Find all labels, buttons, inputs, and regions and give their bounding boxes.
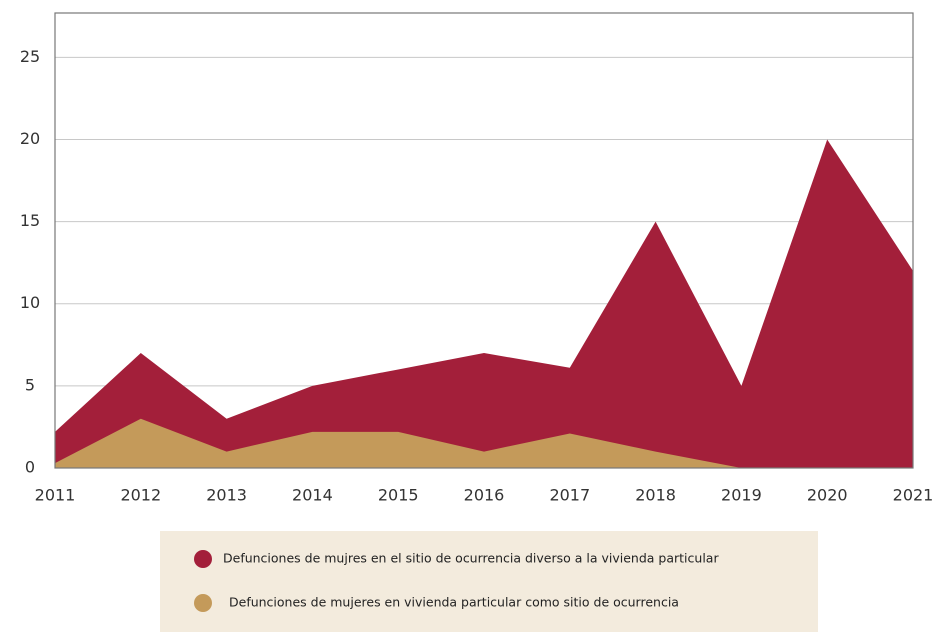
x-tick-label: 2019 [721,486,762,505]
plot-frame [54,12,914,469]
x-tick-label: 2015 [378,486,419,505]
legend-marker [194,594,212,612]
y-tick-label: 10 [20,293,40,312]
y-tick-label: 0 [25,458,35,477]
x-tick-label: 2012 [120,486,161,505]
y-tick-label: 15 [20,211,40,230]
legend-label: Defunciones de mujeres en vivienda parti… [229,595,679,610]
x-tick-label: 2011 [35,486,76,505]
area [55,139,913,468]
y-tick-label: 20 [20,129,40,148]
x-tick-label: 2017 [549,486,590,505]
x-tick-label: 2016 [464,486,505,505]
x-tick-label: 2021 [893,486,934,505]
y-tick-label: 5 [25,375,35,394]
x-tick-label: 2018 [635,486,676,505]
x-tick-label: 2013 [206,486,247,505]
x-tick-label: 2020 [807,486,848,505]
area [55,418,913,468]
legend-box [160,531,818,632]
y-tick-label: 25 [20,47,40,66]
x-tick-label: 2014 [292,486,333,505]
legend-marker [194,550,212,568]
legend-label: Defunciones de mujres en el sitio de ocu… [223,551,719,566]
